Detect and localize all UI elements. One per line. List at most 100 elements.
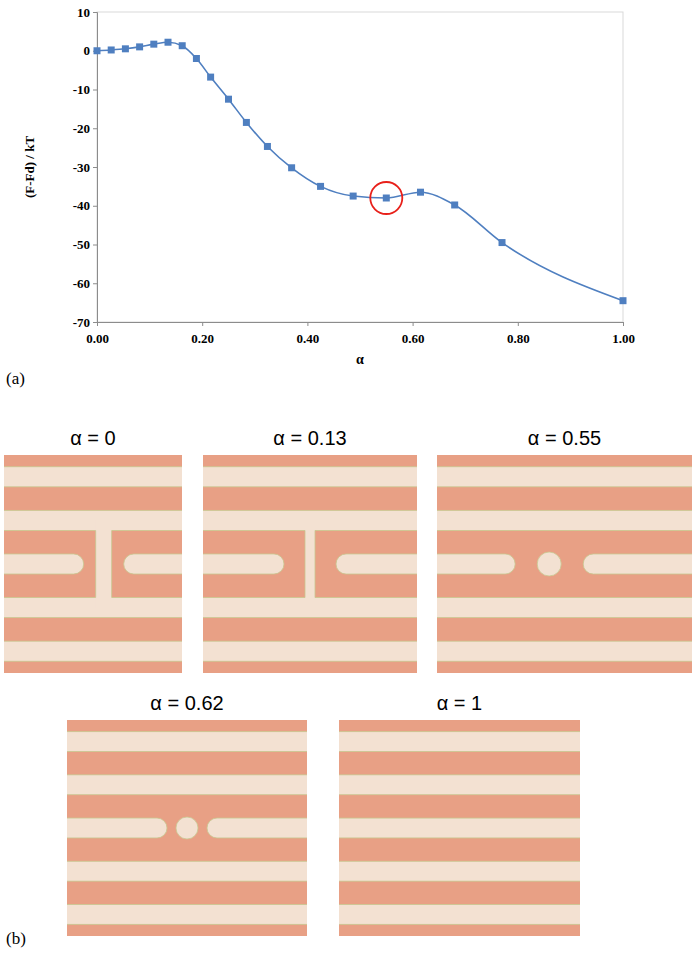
x-tick-label: 0.00 [86,331,109,346]
highlight-circle [370,182,402,214]
x-tick-label: 1.00 [612,331,635,346]
lamella [437,598,692,618]
y-tick-mark [93,12,97,13]
y-tick-mark [93,206,97,207]
y-tick-label: -10 [73,82,90,97]
x-tick: 0.20 [191,322,214,346]
marker [383,195,390,202]
x-tick-mark [623,322,624,326]
marker [94,47,101,54]
y-tick-mark [93,128,97,129]
snapshot [437,455,692,673]
finger [207,818,307,838]
bridge [96,520,112,607]
line [97,42,623,300]
x-tick: 0.40 [297,322,320,346]
snapshot-label: α = 1 [437,692,482,714]
snapshot [67,720,307,936]
y-tick: -30 [73,160,97,175]
x-tick-label: 0.80 [507,331,530,346]
marker [350,193,357,200]
lamella [339,775,580,795]
bridge-edge [111,530,112,597]
lamella [4,467,182,487]
micelle [176,817,198,839]
y-tick-label: -50 [73,237,90,252]
y-tick-mark [93,322,97,323]
y-tick-mark [93,90,97,91]
lamella [437,467,692,487]
finger [437,554,515,574]
y-tick-label: -20 [73,121,90,136]
snapshot-label: α = 0.13 [273,427,346,449]
y-tick-label: -70 [73,315,90,330]
y-tick-label: -60 [73,276,90,291]
x-axis-title: α [356,352,364,367]
lamella [67,904,307,924]
bridge [305,520,315,607]
marker [451,201,458,208]
y-tick: 10 [77,5,97,20]
y-tick: -50 [73,237,97,252]
snapshot [4,455,182,673]
bridge-edge [315,530,316,597]
lamella [4,641,182,661]
snapshot [339,720,580,936]
bridge-edge [305,530,306,597]
y-tick: -20 [73,121,97,136]
lamella [437,510,692,530]
x-tick-mark [413,322,414,326]
lamella [4,510,182,530]
lamella [339,732,580,752]
lamella [203,467,417,487]
lamella [339,861,580,881]
plot-data [94,39,627,304]
x-tick-mark [307,322,308,326]
bridge-edge [95,530,96,597]
x-tick-mark [518,322,519,326]
x-tick-mark [202,322,203,326]
panel-label: (a) [6,369,25,388]
x-tick: 0.60 [402,322,425,346]
snapshot-label: α = 0.62 [150,692,223,714]
y-tick-label: -30 [73,160,90,175]
marker [243,119,250,126]
lamella [203,641,417,661]
marker [264,143,271,150]
lamella [67,861,307,881]
y-tick: -70 [73,315,97,330]
x-tick-label: 0.40 [297,331,320,346]
x-tick-label: 0.20 [191,331,214,346]
marker [225,96,232,103]
x-tick: 1.00 [612,322,635,346]
y-tick: -40 [73,198,97,213]
lamella [67,732,307,752]
x-tick-label: 0.60 [402,331,425,346]
finger [124,554,182,574]
marker [499,239,506,246]
marker [122,45,129,52]
y-tick-mark [93,245,97,246]
lamella [339,818,580,838]
marker [150,41,157,48]
finger [67,818,167,838]
finger [336,554,417,574]
y-axis-line [93,13,98,323]
y-tick: -60 [73,276,97,291]
marker [136,43,143,50]
y-tick-mark [93,283,97,284]
x-axis: 0.00 0.20 0.40 0.60 0.80 1.00 [86,322,635,346]
finger [203,554,284,574]
y-tick: -10 [73,82,97,97]
x-axis-line [98,323,624,327]
marker [317,183,324,190]
marker [179,42,186,49]
y-axis-title: (F-Fd) / kT [22,136,37,198]
snapshot-label: α = 0 [70,427,115,449]
marker [165,39,172,46]
y-tick-mark [93,167,97,168]
y-tick-label: 0 [84,43,91,58]
lamella [437,641,692,661]
y-tick-label: 10 [77,5,90,20]
snapshot-label: α = 0.55 [528,427,601,449]
